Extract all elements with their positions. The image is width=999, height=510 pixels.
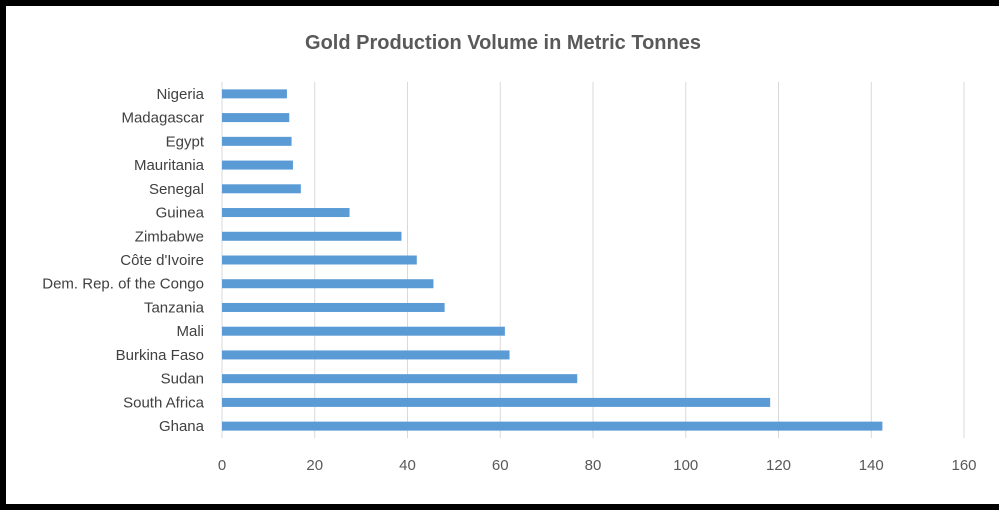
bar bbox=[222, 350, 510, 360]
x-tick-label: 0 bbox=[218, 457, 226, 474]
bar bbox=[222, 302, 445, 312]
bar bbox=[222, 89, 287, 99]
category-label: South Africa bbox=[123, 394, 205, 411]
bar bbox=[222, 231, 402, 241]
bar bbox=[222, 184, 301, 194]
bar bbox=[222, 279, 434, 289]
bar bbox=[222, 421, 883, 431]
bar bbox=[222, 136, 292, 146]
category-label: Mali bbox=[176, 323, 204, 340]
x-tick-labels: 0 20 40 60 80 100 120 140 160 bbox=[218, 457, 977, 474]
bars bbox=[222, 89, 883, 431]
bar bbox=[222, 208, 350, 218]
category-label: Mauritania bbox=[134, 157, 205, 174]
bar bbox=[222, 374, 578, 384]
chart-title: Gold Production Volume in Metric Tonnes bbox=[305, 32, 701, 54]
category-label: Sudan bbox=[161, 371, 204, 388]
x-tick-label: 20 bbox=[306, 457, 323, 474]
category-label: Guinea bbox=[156, 205, 205, 222]
category-label: Burkina Faso bbox=[116, 347, 204, 364]
category-label: Nigeria bbox=[156, 86, 204, 103]
bar bbox=[222, 255, 417, 265]
x-tick-label: 160 bbox=[951, 457, 976, 474]
x-tick-label: 100 bbox=[673, 457, 698, 474]
x-tick-label: 120 bbox=[766, 457, 791, 474]
category-label: Tanzania bbox=[144, 299, 205, 316]
bar bbox=[222, 113, 290, 123]
category-label: Egypt bbox=[166, 133, 205, 150]
category-labels: Nigeria Madagascar Egypt Mauritania Senegal G… bbox=[42, 86, 205, 435]
category-label: Dem. Rep. of the Congo bbox=[42, 276, 204, 293]
category-label: Ghana bbox=[159, 418, 205, 435]
category-label: Zimbabwe bbox=[135, 228, 204, 245]
bar bbox=[222, 326, 505, 336]
bar bbox=[222, 397, 771, 407]
category-label: Côte d'Ivoire bbox=[120, 252, 204, 269]
x-tick-label: 140 bbox=[859, 457, 884, 474]
x-tick-label: 80 bbox=[585, 457, 602, 474]
category-label: Senegal bbox=[149, 181, 204, 198]
x-tick-label: 60 bbox=[492, 457, 509, 474]
category-label: Madagascar bbox=[121, 110, 204, 127]
x-tick-label: 40 bbox=[399, 457, 416, 474]
bar bbox=[222, 160, 293, 170]
